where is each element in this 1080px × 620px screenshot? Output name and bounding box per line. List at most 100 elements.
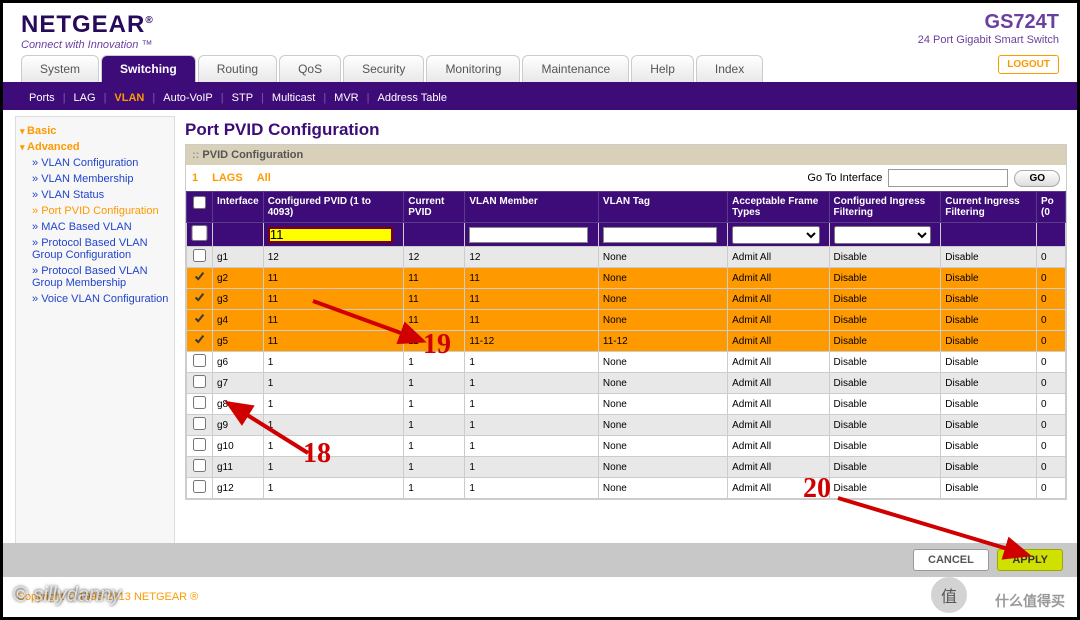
aft-filter[interactable] [732,226,820,244]
tab-system[interactable]: System [21,55,99,82]
cell-cpvid: 1 [263,478,404,499]
subnav-multicast[interactable]: Multicast [264,92,323,104]
row-checkbox[interactable] [193,312,206,325]
subnav-lag[interactable]: LAG [66,92,104,104]
cell-vmember: 11 [465,310,599,331]
subnav-stp[interactable]: STP [224,92,261,104]
vlan-member-filter[interactable] [469,227,587,243]
row-checkbox[interactable] [193,396,206,409]
cell-vmember: 1 [465,457,599,478]
cell-cif: Disable [829,289,941,310]
cancel-button[interactable]: CANCEL [913,549,989,571]
table-row[interactable]: g10111NoneAdmit AllDisableDisable0 [187,436,1066,457]
sidebar-item[interactable]: Voice VLAN Configuration [20,291,170,307]
table-row[interactable]: g4111111NoneAdmit AllDisableDisable0 [187,310,1066,331]
filter-checkbox[interactable] [191,225,207,241]
cif-filter[interactable] [834,226,932,244]
tab-help[interactable]: Help [631,55,694,82]
filter-all[interactable]: All [257,172,271,184]
cell-cpvid: 1 [263,394,404,415]
cell-aft: Admit All [728,247,829,268]
cell-curif: Disable [941,310,1037,331]
cell-cif: Disable [829,352,941,373]
tab-routing[interactable]: Routing [198,55,277,82]
cell-vtag: None [598,289,727,310]
table-row[interactable]: g11111NoneAdmit AllDisableDisable0 [187,457,1066,478]
go-button[interactable]: GO [1014,170,1060,187]
filter-lags[interactable]: LAGS [212,172,243,184]
cell-cpvid: 12 [263,247,404,268]
table-row[interactable]: g2111111NoneAdmit AllDisableDisable0 [187,268,1066,289]
main-tabs: SystemSwitchingRoutingQoSSecurityMonitor… [3,55,1077,82]
cell-interface: g9 [213,415,264,436]
cell-vmember: 1 [465,352,599,373]
row-checkbox[interactable] [193,375,206,388]
subnav-address-table[interactable]: Address Table [369,92,455,104]
table-row[interactable]: g7111NoneAdmit AllDisableDisable0 [187,373,1066,394]
cell-vmember: 11 [465,268,599,289]
row-checkbox[interactable] [193,438,206,451]
sub-nav: Ports|LAG|VLAN|Auto-VoIP|STP|Multicast|M… [3,82,1077,110]
row-checkbox[interactable] [193,270,206,283]
page-title: Port PVID Configuration [185,120,1067,140]
sidebar-item[interactable]: MAC Based VLAN [20,219,170,235]
tab-qos[interactable]: QoS [279,55,341,82]
row-checkbox[interactable] [193,417,206,430]
table-row[interactable]: g12111NoneAdmit AllDisableDisable0 [187,478,1066,499]
tab-switching[interactable]: Switching [101,55,196,82]
cell-interface: g6 [213,352,264,373]
sidebar-item[interactable]: VLAN Membership [20,171,170,187]
tab-maintenance[interactable]: Maintenance [522,55,629,82]
sidebar-item[interactable]: VLAN Configuration [20,155,170,171]
cell-vmember: 11 [465,289,599,310]
cell-cpvid: 11 [263,268,404,289]
subnav-auto-voip[interactable]: Auto-VoIP [155,92,221,104]
cell-interface: g2 [213,268,264,289]
row-checkbox[interactable] [193,480,206,493]
sidebar-item[interactable]: Protocol Based VLAN Group Configuration [20,235,170,263]
cell-po: 0 [1037,478,1066,499]
table-row[interactable]: g8111NoneAdmit AllDisableDisable0 [187,394,1066,415]
cell-curpvid: 1 [404,478,465,499]
cell-curif: Disable [941,352,1037,373]
cell-aft: Admit All [728,415,829,436]
table-row[interactable]: g3111111NoneAdmit AllDisableDisable0 [187,289,1066,310]
row-checkbox[interactable] [193,291,206,304]
filter-1[interactable]: 1 [192,172,198,184]
table-row[interactable]: g6111NoneAdmit AllDisableDisable0 [187,352,1066,373]
row-checkbox[interactable] [193,333,206,346]
cell-vmember: 1 [465,436,599,457]
cell-cif: Disable [829,373,941,394]
sidebar-item[interactable]: VLAN Status [20,187,170,203]
subnav-vlan[interactable]: VLAN [106,92,152,104]
logout-button[interactable]: LOGOUT [998,55,1059,74]
table-row[interactable]: g9111NoneAdmit AllDisableDisable0 [187,415,1066,436]
select-all-checkbox[interactable] [193,196,206,209]
col-header: Interface [213,192,264,223]
tab-monitoring[interactable]: Monitoring [426,55,520,82]
subnav-mvr[interactable]: MVR [326,92,366,104]
row-checkbox[interactable] [193,354,206,367]
apply-button[interactable]: APPLY [997,549,1063,571]
tab-index[interactable]: Index [696,55,763,82]
subnav-ports[interactable]: Ports [21,92,63,104]
sidebar-item[interactable]: Protocol Based VLAN Group Membership [20,263,170,291]
sidebar-item[interactable]: Port PVID Configuration [20,203,170,219]
cell-interface: g10 [213,436,264,457]
goto-input[interactable] [888,169,1008,187]
col-header: Acceptable Frame Types [728,192,829,223]
row-checkbox[interactable] [193,459,206,472]
cell-cif: Disable [829,415,941,436]
vlan-tag-filter[interactable] [603,227,717,243]
sidebar-advanced[interactable]: Advanced [20,139,170,155]
tab-security[interactable]: Security [343,55,424,82]
table-row[interactable]: g5111111-1211-12Admit AllDisableDisable0 [187,331,1066,352]
table-row[interactable]: g1121212NoneAdmit AllDisableDisable0 [187,247,1066,268]
cell-vtag: 11-12 [598,331,727,352]
sidebar-basic[interactable]: Basic [20,123,170,139]
cell-interface: g4 [213,310,264,331]
cell-interface: g7 [213,373,264,394]
pvid-filter-input[interactable] [268,227,393,243]
cell-cpvid: 1 [263,352,404,373]
row-checkbox[interactable] [193,249,206,262]
